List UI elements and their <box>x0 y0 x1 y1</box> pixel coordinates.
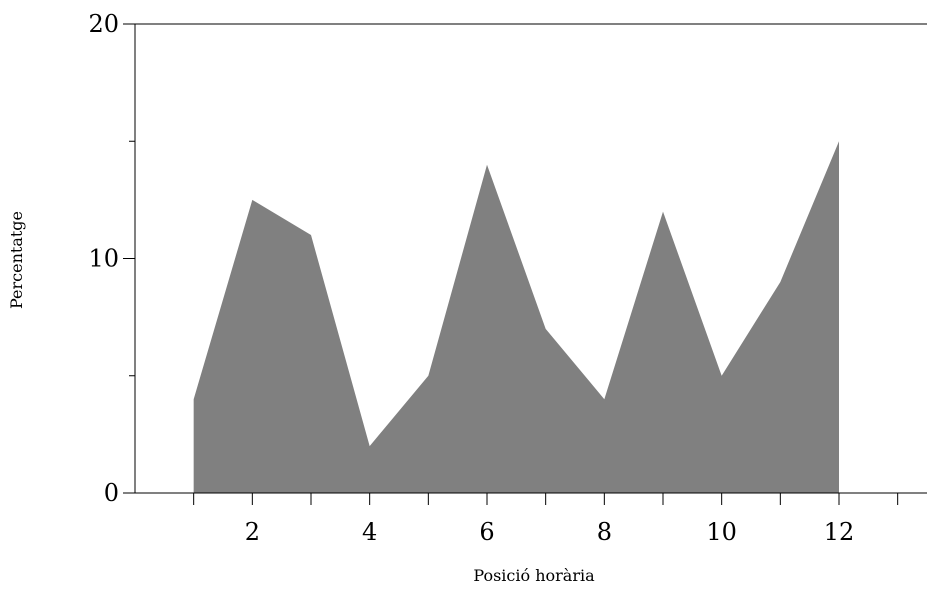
y-tick-label: 10 <box>88 245 119 273</box>
plot-area <box>193 141 840 493</box>
y-axis-ticks: 0 10 20 <box>88 10 135 507</box>
y-axis-title: Percentatge <box>7 211 26 309</box>
x-tick-label: 6 <box>479 518 494 546</box>
x-tick-label: 8 <box>597 518 612 546</box>
y-tick-label: 20 <box>88 10 119 38</box>
x-axis-title: Posició horària <box>473 566 595 585</box>
x-tick-label: 12 <box>824 518 855 546</box>
area-series <box>193 141 839 493</box>
y-tick-label: 0 <box>104 479 119 507</box>
x-tick-label: 2 <box>245 518 260 546</box>
x-tick-label: 4 <box>362 518 377 546</box>
x-axis-ticks: 2 4 6 8 10 12 <box>193 493 899 546</box>
x-tick-label: 10 <box>706 518 737 546</box>
